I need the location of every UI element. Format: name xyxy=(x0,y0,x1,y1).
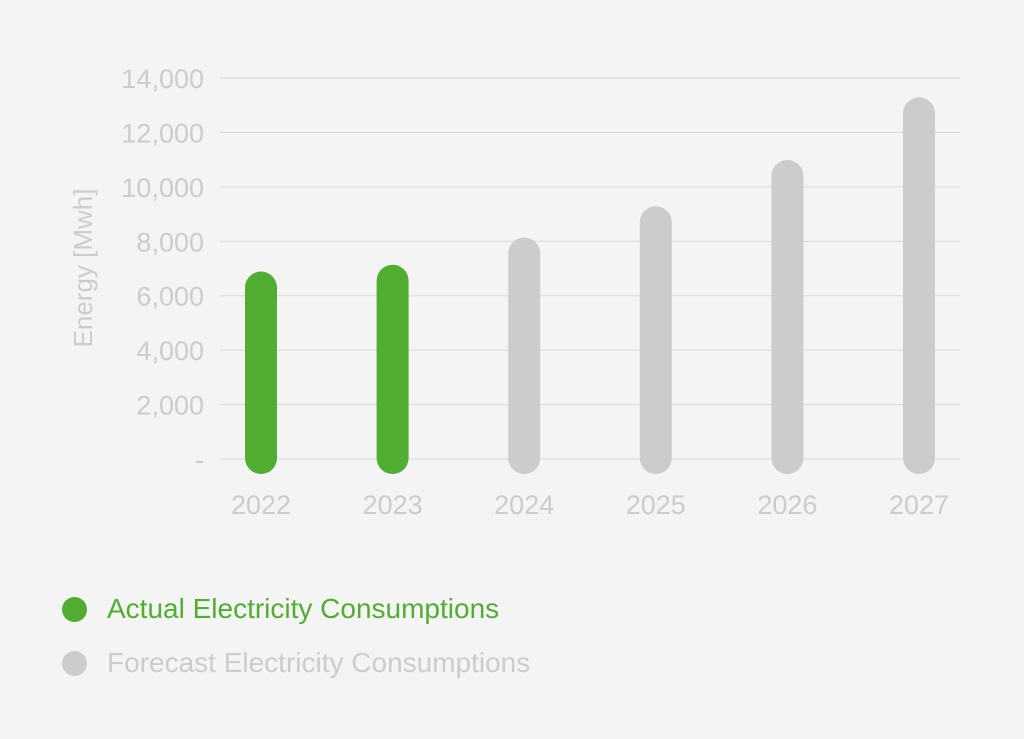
x-tick-label: 2025 xyxy=(626,490,686,520)
gridlines xyxy=(220,77,960,460)
y-axis-title: Energy [Mwh] xyxy=(68,189,98,348)
y-tick-label: 4,000 xyxy=(136,336,204,366)
x-tick-label: 2024 xyxy=(494,490,554,520)
x-tick-label: 2026 xyxy=(757,490,817,520)
bar-actual-2022 xyxy=(245,271,277,474)
y-tick-label: 12,000 xyxy=(121,118,204,148)
y-tick-label: 14,000 xyxy=(121,64,204,94)
y-tick-label: 8,000 xyxy=(136,227,204,257)
y-tick-label: 6,000 xyxy=(136,282,204,312)
legend-label-forecast: Forecast Electricity Consumptions xyxy=(107,647,531,678)
legend: Actual Electricity Consumptions Forecast… xyxy=(62,588,530,696)
legend-marker-actual xyxy=(62,596,87,622)
x-tick-label: 2022 xyxy=(231,490,291,520)
legend-label-actual: Actual Electricity Consumptions xyxy=(107,593,500,624)
bar-forecast-2027 xyxy=(903,97,935,474)
y-axis-ticks: - 2,000 4,000 6,000 8,000 10,000 12,000 14,000 xyxy=(121,64,204,475)
legend-marker-forecast xyxy=(62,650,87,676)
x-axis-ticks: 2022 2023 2024 2025 2026 2027 xyxy=(231,490,949,520)
legend-item-actual: Actual Electricity Consumptions xyxy=(62,588,530,630)
y-tick-label: - xyxy=(195,445,204,475)
x-tick-label: 2027 xyxy=(889,490,949,520)
x-tick-label: 2023 xyxy=(363,490,423,520)
legend-item-forecast: Forecast Electricity Consumptions xyxy=(62,642,530,684)
bar-forecast-2024 xyxy=(508,237,541,474)
y-tick-label: 2,000 xyxy=(136,391,204,421)
bar-actual-2023 xyxy=(376,264,409,474)
bars xyxy=(245,97,935,474)
y-tick-label: 10,000 xyxy=(121,173,204,203)
bar-forecast-2026 xyxy=(771,159,804,474)
bar-forecast-2025 xyxy=(639,206,672,474)
